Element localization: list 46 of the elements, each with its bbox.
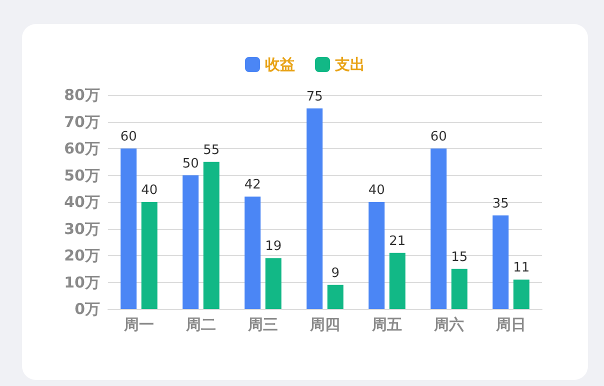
y-tick-label: 30万 — [64, 220, 100, 238]
data-label: 60 — [120, 130, 137, 144]
data-label: 19 — [265, 239, 282, 254]
data-label: 40 — [141, 183, 158, 198]
x-tick-label: 周五 — [371, 316, 402, 334]
x-tick-label: 周一 — [123, 316, 154, 334]
data-label: 60 — [430, 130, 447, 144]
y-tick-label: 60万 — [64, 140, 100, 158]
x-tick-label: 周四 — [309, 316, 340, 334]
data-label: 50 — [182, 156, 199, 172]
data-label: 21 — [389, 234, 406, 249]
bar — [368, 202, 385, 309]
bar — [120, 148, 137, 309]
x-tick-label: 周六 — [433, 316, 464, 334]
bar — [389, 252, 406, 309]
legend-label: 支出 — [334, 56, 365, 74]
x-tick-label: 周二 — [185, 316, 216, 334]
bar — [203, 162, 220, 309]
y-tick-label: 20万 — [64, 246, 100, 264]
bar — [430, 148, 447, 309]
bar — [182, 175, 199, 309]
bar — [306, 108, 323, 309]
y-tick-label: 0万 — [74, 300, 100, 318]
bar — [265, 258, 282, 309]
bar — [451, 268, 468, 309]
data-label: 15 — [451, 250, 468, 265]
bar — [244, 196, 261, 309]
x-tick-label: 周三 — [247, 316, 278, 334]
bar — [513, 280, 530, 309]
y-tick-label: 10万 — [64, 273, 100, 292]
x-tick-label: 周日 — [495, 316, 526, 334]
y-tick-label: 80万 — [64, 86, 100, 104]
y-tick-label: 50万 — [64, 166, 100, 184]
y-tick-label: 40万 — [64, 193, 100, 211]
bar — [492, 215, 509, 309]
bar — [141, 202, 158, 309]
data-label: 35 — [492, 196, 509, 212]
bar — [327, 284, 344, 309]
data-label: 75 — [306, 89, 323, 104]
data-label: 11 — [513, 260, 530, 276]
y-tick-label: 70万 — [64, 112, 100, 131]
data-label: 40 — [368, 183, 385, 198]
data-label: 9 — [331, 266, 340, 281]
data-label: 55 — [203, 142, 220, 158]
data-label: 42 — [244, 178, 261, 193]
legend-label: 收益 — [265, 56, 295, 74]
